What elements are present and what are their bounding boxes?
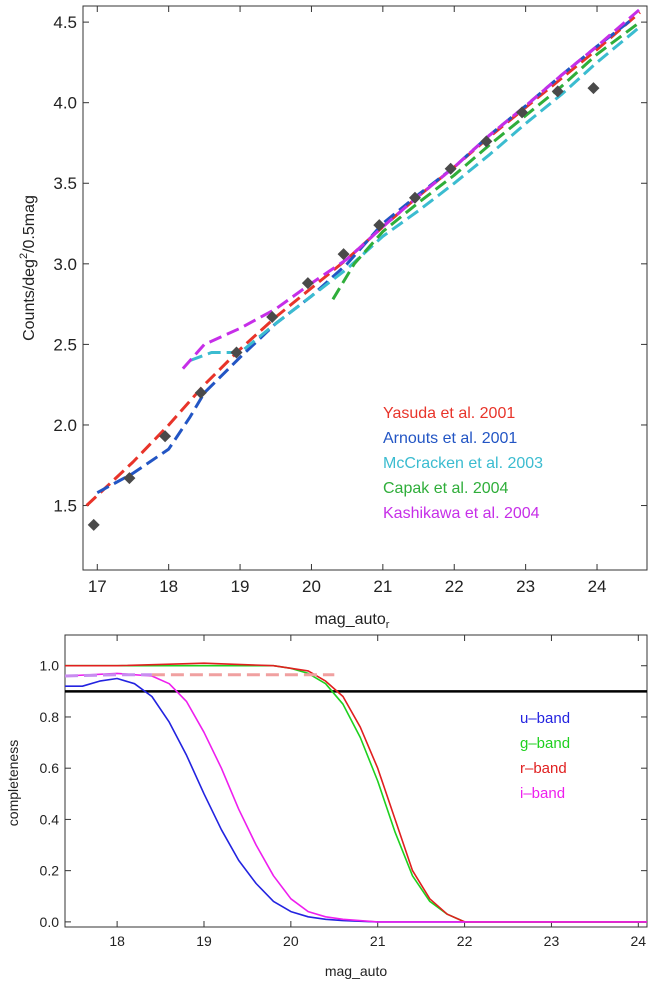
- chart2-y-tick-label: 0.4: [40, 811, 60, 827]
- chart1-y-tick-label: 4.0: [53, 94, 77, 113]
- chart2-x-tick-label: 23: [544, 933, 560, 949]
- completeness-chart: 18 19 20 21 22 23 24 0.0 0.2 0.4 0.6 0.8 1.0 u–band g…: [5, 634, 648, 979]
- chart1-diamond-point: [194, 386, 207, 399]
- chart2-x-tick-label: 21: [370, 933, 386, 949]
- chart2-y-tick-label: 0.6: [40, 760, 60, 776]
- chart2-y-axis-label: completeness: [5, 740, 21, 826]
- chart1-x-tick-label: 18: [159, 577, 178, 596]
- number-counts-chart: 17 18 19 20 21 22 23 24 1.5 2.0 2.5 3.0 3.5 4.0 4.5 Ya…: [18, 5, 648, 631]
- chart1-x-tick-label: 23: [516, 577, 535, 596]
- chart1-diamond-point: [123, 472, 136, 485]
- chart2-x-axis-label: mag_auto: [325, 963, 387, 979]
- chart1-diamond-point: [480, 135, 493, 148]
- chart2-line-i-band: [64, 672, 647, 923]
- chart2-frame: [64, 634, 648, 928]
- chart1-y-tick-label: 4.5: [53, 13, 77, 32]
- chart2-line-u-band: [65, 677, 647, 923]
- chart1-x-tick-label: 17: [88, 577, 107, 596]
- chart1-diamond-point: [551, 85, 564, 98]
- chart1-legend-kashikawa-et-al-2004: Kashikawa et al. 2004: [383, 505, 540, 522]
- chart1-x-tick-label: 22: [445, 577, 464, 596]
- chart1-diamond-point: [444, 162, 457, 175]
- chart2-y-tick-label: 0.2: [40, 863, 60, 879]
- chart1-series-lines: [85, 8, 641, 507]
- chart2-line-g-band: [65, 664, 647, 923]
- chart2-x-tick-label: 24: [631, 933, 647, 949]
- chart2-legend-u-band: u–band: [520, 710, 570, 727]
- chart1-diamond-point: [230, 346, 243, 359]
- chart1-legend: Yasuda et al. 2001 Arnouts et al. 2001 McC…: [383, 405, 543, 522]
- chart1-diamond-point: [266, 311, 279, 324]
- chart2-line-r-band: [65, 662, 647, 923]
- chart1-diamond-point: [159, 430, 172, 443]
- chart2-legend-g-band: g–band: [520, 735, 570, 752]
- chart1-y-tick-label: 2.0: [53, 416, 77, 435]
- chart1-x-axis-label: mag_autor: [315, 611, 390, 631]
- chart1-legend-arnouts-et-al-2001: Arnouts et al. 2001: [383, 430, 517, 447]
- chart1-frame: [82, 5, 648, 571]
- chart1-y-tick-label: 1.5: [53, 496, 77, 515]
- chart1-line-mccracken-et-al-2003: [189, 25, 641, 362]
- chart1-legend-yasuda-et-al-2001: Yasuda et al. 2001: [383, 405, 515, 422]
- chart1-y-tick-label: 2.5: [53, 335, 77, 354]
- chart1-diamond-point: [516, 106, 529, 119]
- chart1-x-tick-label: 24: [588, 577, 607, 596]
- chart1-y-tick-label: 3.5: [53, 174, 77, 193]
- chart1-x-tick-label: 21: [373, 577, 392, 596]
- chart1-line-capak-et-al-2004: [331, 20, 641, 301]
- chart1-ticks: 17 18 19 20 21 22 23 24 1.5 2.0 2.5 3.0 3.5 4.0 4.5: [53, 6, 647, 596]
- chart2-legend-r-band: r–band: [520, 760, 567, 777]
- chart1-line-arnouts-et-al-2001: [96, 17, 634, 495]
- chart1-y-axis-label: Counts/deg2/0.5mag: [18, 195, 38, 341]
- chart2-y-tick-label: 1.0: [40, 658, 60, 674]
- chart1-legend-mccracken-et-al-2003: McCracken et al. 2003: [383, 455, 543, 472]
- chart1-x-tick-label: 19: [231, 577, 250, 596]
- chart2-series-lines: [64, 662, 647, 923]
- chart1-diamond-point: [408, 191, 421, 204]
- chart2-legend: u–band g–band r–band i–band: [520, 710, 570, 802]
- chart1-diamond-point: [301, 277, 314, 290]
- chart2-x-tick-label: 19: [196, 933, 212, 949]
- chart2-legend-i-band: i–band: [520, 785, 565, 802]
- chart1-diamond-point: [337, 248, 350, 261]
- chart1-diamond-point: [87, 518, 100, 531]
- chart1-line-kashikawa-et-al-2004: [181, 8, 641, 370]
- chart2-x-tick-label: 22: [457, 933, 473, 949]
- chart2-ticks: 18 19 20 21 22 23 24 0.0 0.2 0.4 0.6 0.8 1.0: [40, 635, 647, 949]
- chart2-x-tick-label: 18: [109, 933, 125, 949]
- chart1-diamond-point: [587, 82, 600, 95]
- chart2-y-tick-label: 0.8: [40, 709, 60, 725]
- chart1-x-tick-label: 20: [302, 577, 321, 596]
- chart1-legend-capak-et-al-2004: Capak et al. 2004: [383, 480, 509, 497]
- chart1-y-tick-label: 3.0: [53, 255, 77, 274]
- chart2-x-tick-label: 20: [283, 933, 299, 949]
- chart1-diamond-point: [373, 219, 386, 232]
- chart1-data-points: [87, 82, 600, 531]
- chart2-y-tick-label: 0.0: [40, 914, 60, 930]
